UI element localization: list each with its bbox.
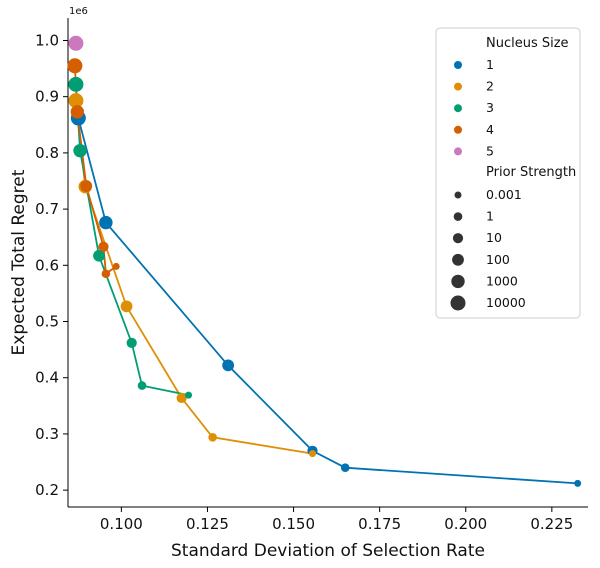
y-tick-label: 0.4 (35, 369, 59, 387)
data-point-nucleus-1 (340, 463, 350, 472)
data-point-nucleus-1 (99, 215, 113, 230)
y-tick-label: 0.5 (35, 313, 59, 331)
legend-label-nucleus-3: 3 (486, 100, 494, 115)
legend-marker-prior-strength (451, 274, 465, 289)
legend-title-nucleus-size: Nucleus Size (486, 36, 569, 51)
y-tick-label: 0.2 (35, 481, 59, 499)
legend-label-nucleus-4: 4 (486, 122, 494, 137)
legend-label-prior-strength: 10000 (486, 295, 526, 310)
legend-label-prior-strength: 1 (486, 209, 494, 224)
legend-marker-nucleus-2 (454, 82, 462, 91)
x-tick-label: 0.100 (100, 515, 143, 533)
legend: Nucleus Size 1 2 3 4 5 Prior Strength 0.001 1 10 1… (435, 27, 581, 319)
legend-marker-prior-strength (452, 233, 464, 244)
legend-box (435, 27, 581, 319)
legend-label-nucleus-2: 2 (486, 79, 494, 94)
data-point-nucleus-2 (120, 300, 133, 313)
legend-marker-nucleus-3 (454, 104, 462, 113)
legend-marker-nucleus-1 (454, 61, 462, 69)
legend-label-prior-strength: 0.001 (486, 187, 522, 202)
y-tick-label: 0.8 (35, 144, 59, 162)
legend-label-nucleus-1: 1 (486, 57, 494, 72)
data-point-nucleus-3 (73, 143, 87, 158)
x-tick-label: 0.150 (272, 515, 315, 533)
data-point-nucleus-2 (68, 93, 84, 109)
y-axis-label: Expected Total Regret (9, 169, 29, 355)
data-point-nucleus-4 (101, 269, 111, 279)
legend-label-prior-strength: 10 (486, 230, 502, 245)
data-point-nucleus-1 (222, 359, 235, 372)
x-axis-label: Standard Deviation of Selection Rate (171, 541, 485, 561)
data-point-nucleus-3 (93, 249, 105, 262)
legend-marker-prior-strength (452, 253, 464, 266)
legend-title-prior-strength: Prior Strength (486, 165, 576, 180)
y-tick-label: 0.6 (35, 256, 59, 274)
x-tick-label: 0.200 (444, 515, 487, 533)
data-point-nucleus-3 (137, 381, 147, 390)
x-tick-label: 0.225 (530, 515, 573, 533)
legend-marker-nucleus-5 (454, 147, 462, 156)
y-tick-label: 0.3 (35, 425, 59, 443)
data-point-nucleus-2 (176, 392, 187, 404)
legend-marker-prior-strength (453, 212, 463, 221)
legend-marker-prior-strength (454, 191, 462, 199)
axes: 0.100 0.125 0.150 0.175 0.200 0.225 0.2 0.3 0.4 0… (9, 6, 588, 561)
legend-label-prior-strength: 100 (486, 252, 510, 267)
y-tick-label: 1.0 (35, 31, 59, 49)
data-point-nucleus-1 (574, 479, 582, 487)
y-tick-label: 0.7 (35, 200, 59, 218)
data-point-nucleus-4 (112, 262, 120, 270)
data-point-nucleus-4 (67, 58, 83, 74)
data-point-nucleus-2 (208, 433, 217, 442)
legend-label-prior-strength: 1000 (486, 273, 518, 288)
data-point-nucleus-4 (80, 180, 93, 192)
y-offset-label: 1e6 (69, 6, 88, 17)
x-tick-label: 0.125 (186, 515, 229, 533)
data-point-nucleus-3 (185, 391, 193, 399)
y-tick-label: 0.9 (35, 88, 59, 106)
legend-marker-prior-strength (450, 295, 466, 311)
x-tick-label: 0.175 (358, 515, 401, 533)
series-line-nucleus-2 (75, 100, 313, 455)
data-point-nucleus-3 (68, 76, 84, 92)
legend-label-nucleus-5: 5 (486, 143, 494, 158)
legend-marker-nucleus-4 (454, 125, 462, 134)
plot-area (67, 35, 582, 487)
data-point-nucleus-5 (68, 35, 84, 51)
series-line-nucleus-3 (75, 84, 189, 396)
data-point-nucleus-4 (70, 105, 84, 119)
data-point-nucleus-4 (98, 241, 109, 252)
data-point-nucleus-2 (309, 450, 317, 458)
series-line-nucleus-1 (77, 117, 578, 485)
data-point-nucleus-3 (126, 337, 137, 348)
